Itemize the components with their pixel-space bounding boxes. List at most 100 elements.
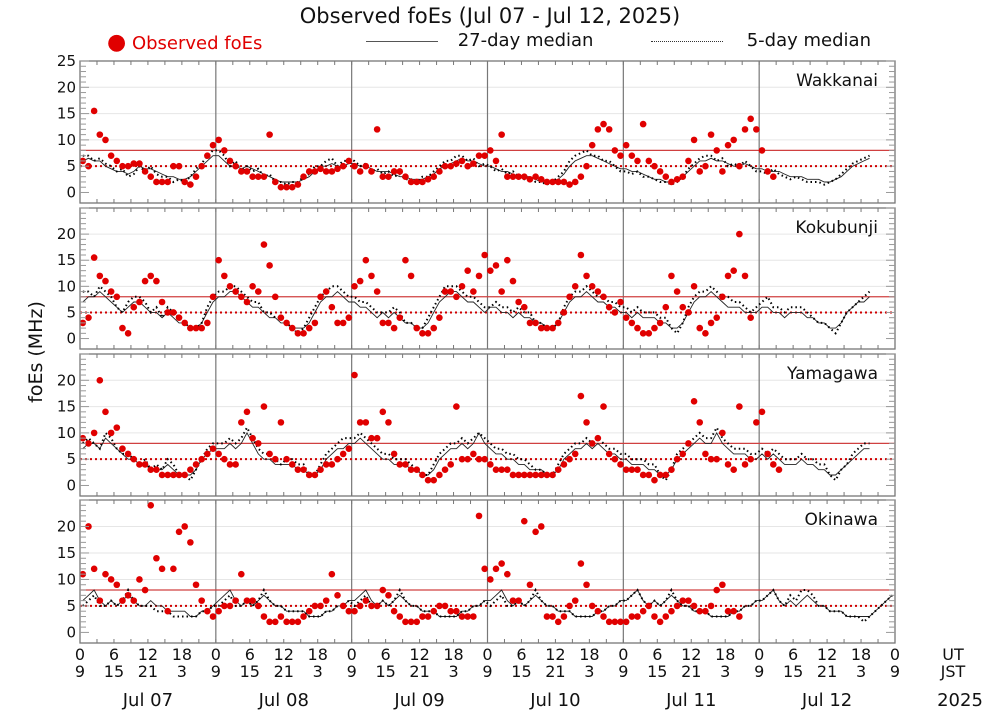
- observed-point: [379, 319, 387, 327]
- observed-point: [232, 288, 239, 295]
- observed-point: [390, 168, 398, 175]
- observed-point: [492, 157, 500, 165]
- observed-point: [136, 576, 143, 583]
- x-tick-label-ut: 0: [211, 645, 221, 664]
- x-tick-label-ut: 0: [482, 645, 492, 664]
- observed-point: [696, 419, 704, 426]
- observed-point: [520, 471, 528, 479]
- observed-point: [504, 570, 511, 578]
- panel-wakkanai: 0 5 10 15 20 25 Wakkanai: [57, 52, 896, 204]
- observed-point: [368, 168, 375, 175]
- observed-point: [85, 440, 92, 447]
- x-tick-label-ut: 18: [443, 645, 463, 664]
- observed-point: [588, 283, 596, 290]
- observed-point: [634, 157, 641, 165]
- dotted-line-icon: [651, 40, 723, 42]
- observed-point: [436, 314, 443, 321]
- observed-point: [294, 330, 302, 337]
- observed-point: [673, 602, 681, 610]
- observed-point: [153, 178, 160, 186]
- observed-point: [243, 408, 251, 416]
- observed-point: [730, 607, 737, 615]
- x-tick-label-ut: 0: [618, 645, 628, 664]
- observed-point: [153, 554, 160, 562]
- x-tick-label-jst: 21: [817, 662, 837, 681]
- observed-point: [209, 293, 217, 301]
- observed-point: [509, 597, 517, 604]
- observed-point: [645, 157, 653, 165]
- observed-point: [221, 455, 228, 463]
- observed-point: [96, 597, 104, 604]
- observed-point: [543, 471, 551, 479]
- observed-point: [379, 408, 387, 416]
- observed-point: [560, 309, 568, 316]
- observed-point: [130, 303, 138, 311]
- observed-point: [413, 618, 421, 626]
- observed-point: [260, 613, 268, 620]
- observed-point: [707, 319, 715, 327]
- observed-point: [221, 272, 228, 280]
- observed-point: [266, 450, 273, 458]
- observed-point: [385, 319, 392, 327]
- observed-point: [453, 607, 460, 615]
- observed-point: [300, 613, 307, 620]
- observed-point: [747, 455, 754, 463]
- observed-point: [758, 408, 766, 416]
- observed-point: [356, 419, 364, 426]
- observed-point: [209, 445, 217, 452]
- observed-point: [424, 476, 432, 484]
- observed-point: [322, 288, 330, 295]
- observed-point: [266, 618, 273, 626]
- observed-point: [192, 173, 200, 181]
- observed-point: [192, 461, 200, 468]
- x-tick-label-jst: 3: [177, 662, 187, 681]
- x-tick-label-jst: 21: [138, 662, 158, 681]
- y-tick-label: 0: [66, 183, 76, 201]
- observed-point: [181, 319, 189, 327]
- observed-point: [549, 324, 556, 332]
- observed-point: [283, 618, 290, 626]
- observed-point: [187, 324, 194, 332]
- day-label: Jul 07: [122, 690, 173, 711]
- observed-point: [362, 162, 370, 170]
- observed-point: [396, 461, 404, 468]
- observed-point: [300, 173, 307, 181]
- observed-point: [639, 607, 647, 615]
- x-tick-label-ut: 0: [347, 645, 357, 664]
- observed-point: [419, 178, 426, 186]
- observed-point: [622, 141, 630, 149]
- observed-point: [260, 241, 268, 248]
- x-tick-label-ut: 18: [851, 645, 871, 664]
- panel-yamagawa: 0 5 10 15 20 Yamagawa: [57, 353, 896, 497]
- observed-point: [634, 466, 641, 474]
- x-tick-label-jst: 9: [754, 662, 764, 681]
- observed-point: [458, 157, 466, 165]
- observed-point: [204, 607, 211, 615]
- observed-point: [305, 471, 313, 479]
- observed-point: [204, 152, 211, 159]
- observed-point: [130, 455, 138, 463]
- observed-point: [492, 262, 500, 269]
- observed-point: [566, 455, 573, 463]
- observed-point: [622, 314, 630, 321]
- observed-point: [588, 602, 596, 610]
- observed-point: [668, 178, 675, 186]
- observed-point: [187, 466, 194, 474]
- observed-point: [753, 419, 760, 426]
- observed-point: [594, 288, 602, 295]
- legend-observed-label: Observed foEs: [131, 33, 263, 54]
- station-label: Yamagawa: [786, 364, 878, 384]
- y-tick-label: 10: [57, 424, 76, 442]
- observed-point: [475, 455, 483, 463]
- observed-point: [254, 602, 262, 610]
- observed-point: [113, 293, 121, 301]
- observed-point: [192, 581, 200, 589]
- observed-point: [385, 173, 392, 181]
- observed-point: [322, 461, 330, 468]
- observed-point: [158, 178, 166, 186]
- observed-point: [204, 319, 211, 327]
- observed-point: [487, 267, 494, 274]
- observed-point: [447, 288, 455, 295]
- observed-point: [673, 176, 681, 183]
- observed-point: [147, 173, 155, 181]
